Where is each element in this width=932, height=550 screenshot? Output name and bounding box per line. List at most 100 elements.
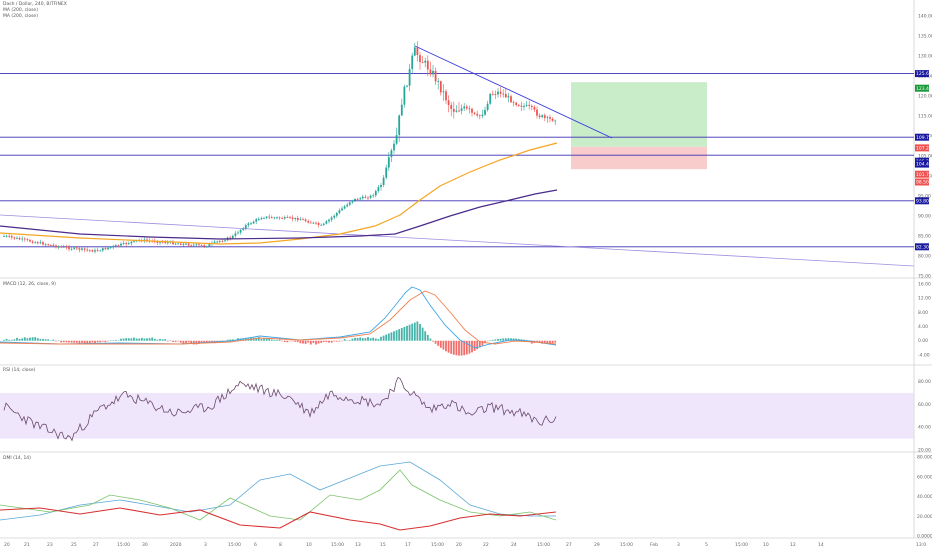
candle-body <box>536 109 538 116</box>
time-tick-label: 8 <box>279 542 282 548</box>
macd-histogram-bar <box>70 340 73 343</box>
macd-histogram-bar <box>369 338 372 341</box>
candle-body <box>237 232 239 234</box>
macd-histogram-bar <box>497 339 499 341</box>
candle-body <box>21 238 24 240</box>
rsi-tick-label: 20.00 <box>918 448 931 454</box>
macd-histogram-bar <box>156 339 159 341</box>
macd-histogram-bar <box>273 339 276 341</box>
candle-body <box>406 85 408 87</box>
macd-histogram-bar <box>434 340 437 344</box>
long-trend-line <box>0 214 915 267</box>
candle-body <box>127 243 130 245</box>
macd-histogram-bar <box>86 340 89 345</box>
time-tick-label: 13 <box>355 542 361 548</box>
candle-body <box>29 239 31 242</box>
candle-body <box>359 198 362 200</box>
candle-body <box>286 217 289 218</box>
candle-body <box>16 237 18 239</box>
price-tick-label: 75.00 <box>918 274 931 280</box>
macd-histogram-bar <box>114 339 117 341</box>
rsi-legend: RSI (14, close) <box>3 368 36 373</box>
macd-histogram-bar <box>473 340 476 351</box>
dmi-tick-label: 60.0000 <box>917 474 932 480</box>
candle-body <box>478 115 481 117</box>
candle-body <box>434 70 437 82</box>
macd-tick-label: 16.00 <box>918 282 931 288</box>
macd-histogram-bar <box>62 340 65 343</box>
candle-body <box>75 247 78 249</box>
candle-body <box>489 93 492 104</box>
candle-body <box>242 228 245 230</box>
macd-histogram-bar <box>73 340 76 343</box>
macd-histogram-bar <box>161 339 164 341</box>
macd-histogram-bar <box>120 338 122 341</box>
candle-body <box>354 198 356 201</box>
macd-histogram-bar <box>99 340 102 343</box>
macd-histogram-bar <box>338 340 341 342</box>
macd-histogram-bar <box>91 340 94 343</box>
candle-body <box>317 223 320 225</box>
candle-body <box>70 248 73 250</box>
macd-histogram-bar <box>174 340 177 342</box>
macd-histogram-bar <box>166 340 169 342</box>
dmi-plus-line <box>0 461 556 521</box>
candle-body <box>109 247 112 248</box>
candle-body <box>341 208 343 211</box>
macd-signal-line <box>0 290 557 345</box>
time-tick-label: 15:00 <box>331 542 344 548</box>
candle-body <box>494 94 497 95</box>
macd-histogram-bar <box>260 338 263 341</box>
candle-body <box>294 218 297 219</box>
time-tick-label: 10 <box>306 542 312 548</box>
candle-body <box>114 245 117 246</box>
candle-body <box>190 245 193 247</box>
candle-body <box>385 167 388 178</box>
candle-body <box>62 246 65 248</box>
candle-body <box>146 239 148 241</box>
macd-histogram-bar <box>302 340 304 344</box>
macd-histogram-bar <box>278 339 281 341</box>
macd-histogram-bar <box>447 340 450 353</box>
macd-histogram-bar <box>315 340 317 345</box>
candle-body <box>213 241 216 243</box>
price-axis-tag-label: 104.48 <box>916 162 932 168</box>
candle-body <box>13 237 16 239</box>
candle-body <box>374 190 377 196</box>
time-tick-label: 27 <box>93 542 99 548</box>
candle-body <box>421 62 424 63</box>
macd-histogram-bar <box>307 340 310 343</box>
candle-body <box>195 244 198 246</box>
candle-body <box>283 217 286 219</box>
time-tick-label: 2020 <box>170 542 182 548</box>
candle-body <box>325 221 328 224</box>
candle-body <box>408 69 411 86</box>
price-axis-tag-label: 107.28 <box>916 145 932 151</box>
candle-body <box>533 106 536 110</box>
candle-body <box>268 216 271 218</box>
candle-body <box>81 248 83 250</box>
macd-histogram-bar <box>359 337 362 341</box>
time-tick-label: 22 <box>483 542 489 548</box>
candle-body <box>543 115 546 118</box>
candle-body <box>278 217 281 219</box>
macd-histogram-bar <box>291 340 294 342</box>
macd-histogram-bar <box>387 333 390 341</box>
macd-histogram-bar <box>283 340 286 343</box>
time-tick-label: 15 <box>380 542 386 548</box>
macd-histogram-bar <box>265 338 268 341</box>
candle-body <box>224 240 226 242</box>
price-axis-tag <box>915 160 929 168</box>
candle-body <box>164 242 167 244</box>
candle-body <box>330 217 333 220</box>
candle-body <box>481 114 484 116</box>
dmi-minus-line <box>0 507 557 531</box>
candle-body <box>36 242 39 244</box>
candle-body <box>335 212 338 216</box>
candle-body <box>31 241 34 243</box>
time-tick-label: 10 <box>763 542 769 548</box>
macd-histogram-bar <box>478 340 481 348</box>
macd-histogram-bar <box>65 340 68 343</box>
candle-body <box>172 241 174 245</box>
